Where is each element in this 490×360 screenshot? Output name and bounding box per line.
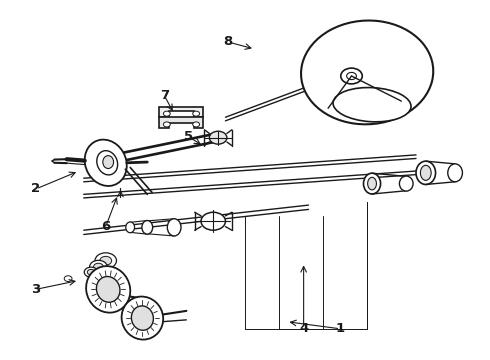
Ellipse shape [416,161,436,184]
Ellipse shape [122,297,163,339]
Circle shape [95,253,117,269]
Text: 5: 5 [184,130,194,144]
Ellipse shape [448,164,463,182]
Text: 2: 2 [31,183,41,195]
Ellipse shape [97,151,118,175]
Circle shape [193,111,199,116]
Circle shape [163,111,170,116]
Ellipse shape [131,306,153,330]
Circle shape [90,260,107,273]
Circle shape [64,276,72,282]
Polygon shape [159,107,203,117]
Text: 4: 4 [299,322,308,335]
Ellipse shape [333,87,411,122]
Ellipse shape [85,140,127,186]
Circle shape [209,131,227,144]
Circle shape [193,122,199,127]
Ellipse shape [97,276,120,302]
Circle shape [94,263,103,270]
Ellipse shape [301,21,433,124]
Ellipse shape [364,173,381,194]
Circle shape [201,212,225,230]
Polygon shape [159,117,203,128]
Circle shape [100,256,112,265]
Circle shape [341,68,362,84]
Ellipse shape [142,221,153,234]
Polygon shape [94,134,216,166]
Circle shape [163,122,170,127]
Ellipse shape [368,177,376,190]
Ellipse shape [103,156,114,168]
Circle shape [346,72,356,80]
Ellipse shape [420,165,431,180]
Circle shape [87,269,95,275]
Ellipse shape [399,176,413,191]
Ellipse shape [167,219,181,236]
Ellipse shape [126,222,135,233]
Text: 1: 1 [336,322,345,335]
Ellipse shape [86,266,130,312]
Text: 3: 3 [31,283,41,296]
Circle shape [84,267,98,277]
Text: 7: 7 [160,89,169,102]
Text: 8: 8 [223,35,233,49]
Text: 6: 6 [101,220,110,233]
